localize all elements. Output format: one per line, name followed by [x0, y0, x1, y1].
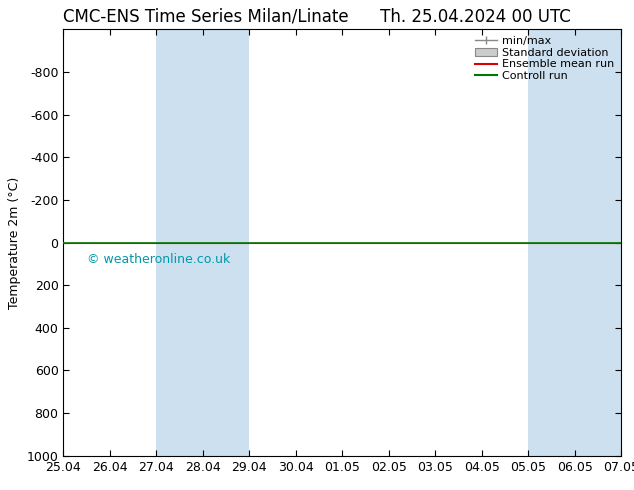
Legend: min/max, Standard deviation, Ensemble mean run, Controll run: min/max, Standard deviation, Ensemble me… — [470, 32, 619, 86]
Bar — [528, 29, 621, 456]
Y-axis label: Temperature 2m (°C): Temperature 2m (°C) — [8, 176, 21, 309]
Text: CMC-ENS Time Series Milan/Linate      Th. 25.04.2024 00 UTC: CMC-ENS Time Series Milan/Linate Th. 25.… — [63, 7, 571, 25]
Text: © weatheronline.co.uk: © weatheronline.co.uk — [87, 253, 230, 266]
Bar — [157, 29, 249, 456]
